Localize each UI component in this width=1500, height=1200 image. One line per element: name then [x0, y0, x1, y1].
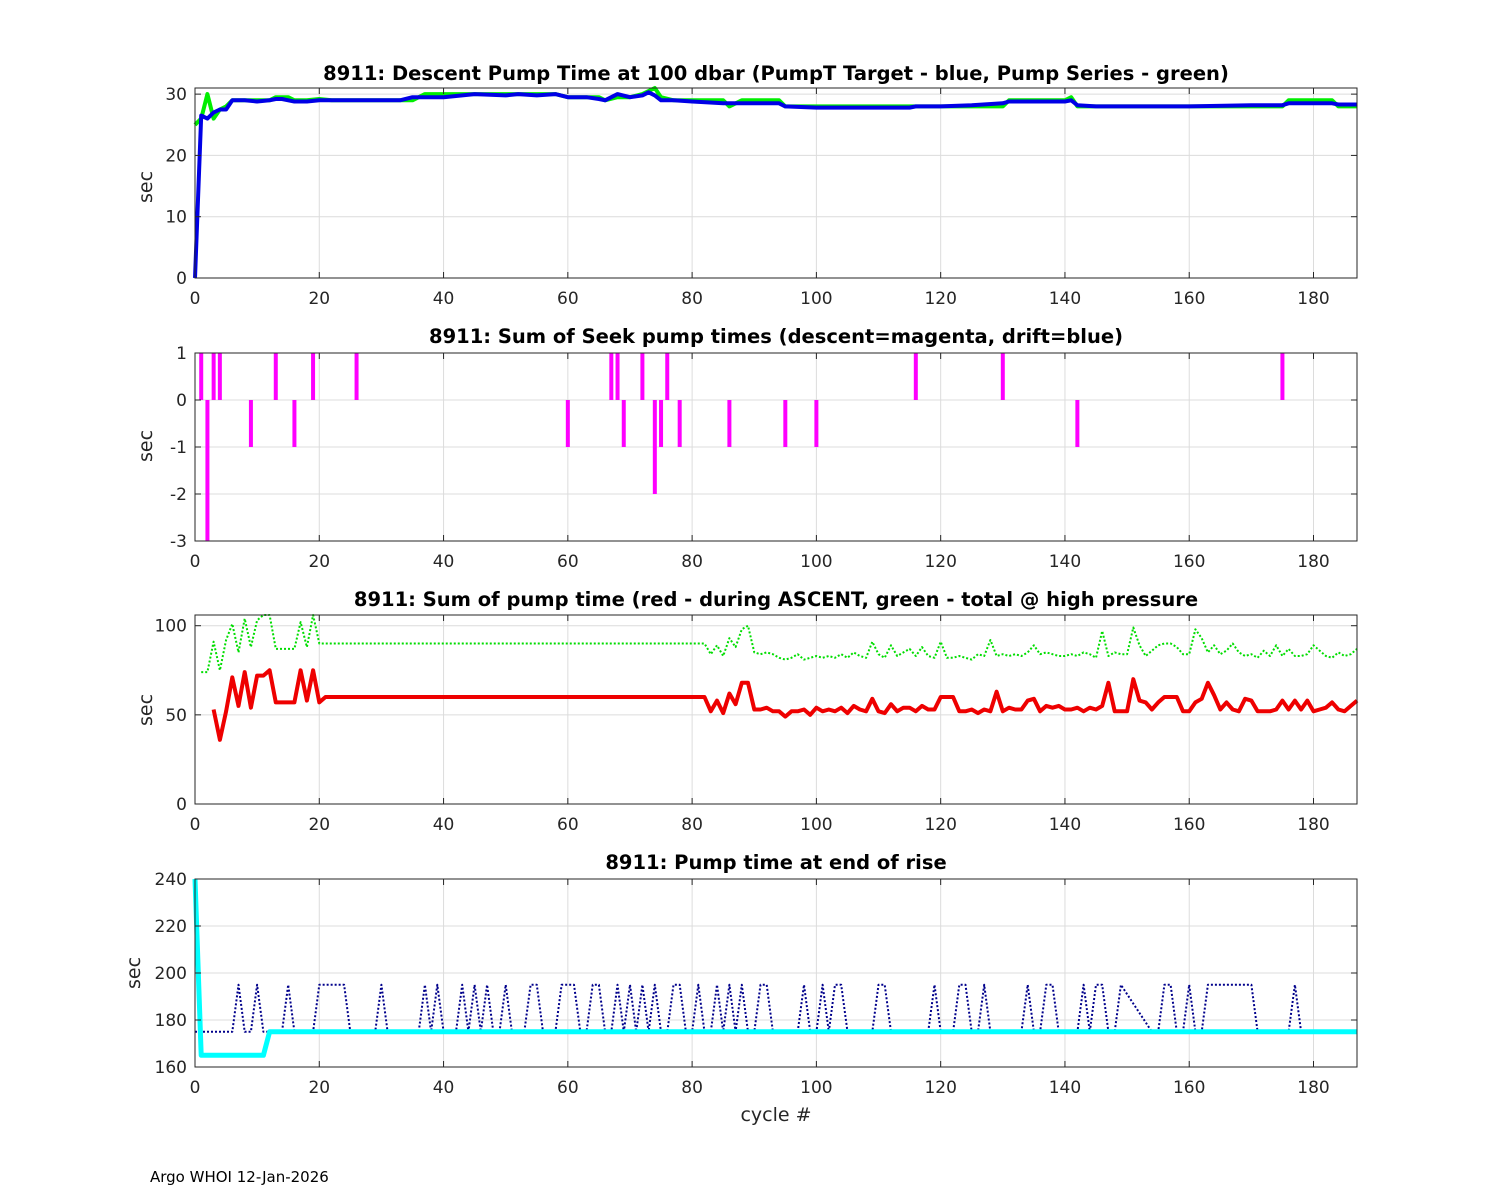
x-tick-label: 80	[681, 289, 703, 309]
x-tick-label: 20	[308, 289, 330, 309]
y-tick-label: -3	[170, 532, 187, 552]
y-tick-label: 160	[155, 1058, 187, 1078]
x-tick-label: 80	[681, 1078, 703, 1098]
x-tick-label: 180	[1297, 1078, 1329, 1098]
x-tick-label: 0	[190, 1078, 201, 1098]
panel-title: 8911: Pump time at end of rise	[605, 851, 946, 874]
plot-data	[201, 614, 1359, 742]
ticks: 0 20 40 60 80 100 120 140 160 180 -3 -2 -1 0 1	[170, 344, 1357, 572]
panel-title: 8911: Sum of pump time (red - during ASC…	[354, 588, 1198, 611]
ticks: 0 20 40 60 80 100 120 140 160 180 0 10 20 30	[165, 85, 1357, 309]
y-tick-label: 240	[155, 870, 187, 890]
panel-title: 8911: Descent Pump Time at 100 dbar (Pum…	[323, 62, 1229, 85]
y-tick-label: 220	[155, 917, 187, 937]
x-tick-label: 20	[308, 815, 330, 835]
y-tick-label: 50	[165, 706, 187, 726]
descent-pump-time-panel: 8911: Descent Pump Time at 100 dbar (Pum…	[135, 62, 1358, 309]
x-tick-label: 40	[433, 815, 455, 835]
series-line	[201, 614, 1358, 674]
seek-pump-times-panel: 8911: Sum of Seek pump times (descent=ma…	[135, 325, 1358, 572]
x-tick-label: 180	[1297, 552, 1329, 572]
y-tick-label: 0	[176, 269, 187, 289]
x-tick-label: 60	[557, 1078, 579, 1098]
x-tick-label: 20	[308, 552, 330, 572]
y-axis-label: sec	[135, 430, 157, 462]
x-tick-label: 140	[1049, 289, 1081, 309]
ticks: 0 20 40 60 80 100 120 140 160 180 160 180 200 220 240	[155, 870, 1357, 1098]
y-tick-label: 0	[176, 391, 187, 411]
y-tick-label: 10	[165, 208, 187, 228]
x-tick-label: 60	[557, 552, 579, 572]
ascent-pump-time-panel: 8911: Sum of pump time (red - during ASC…	[135, 588, 1359, 835]
x-tick-label: 100	[800, 552, 832, 572]
x-tick-label: 80	[681, 552, 703, 572]
x-tick-label: 140	[1049, 815, 1081, 835]
y-tick-label: 0	[176, 795, 187, 815]
x-tick-label: 40	[433, 552, 455, 572]
x-tick-label: 40	[433, 289, 455, 309]
y-tick-label: 30	[165, 85, 187, 105]
x-tick-label: 160	[1173, 815, 1205, 835]
x-tick-label: 160	[1173, 1078, 1205, 1098]
x-tick-label: 120	[924, 552, 956, 572]
x-tick-label: 100	[800, 289, 832, 309]
y-tick-label: 1	[176, 344, 187, 364]
series-line	[195, 983, 1303, 1033]
series-line	[193, 90, 1357, 279]
x-tick-label: 140	[1049, 1078, 1081, 1098]
x-tick-label: 0	[190, 815, 201, 835]
panel-title: 8911: Sum of Seek pump times (descent=ma…	[429, 325, 1123, 348]
y-axis-label: sec	[135, 694, 157, 726]
series-line	[211, 668, 1359, 742]
x-tick-label: 140	[1049, 552, 1081, 572]
footer-credit: Argo WHOI 12-Jan-2026	[150, 1168, 329, 1186]
x-tick-label: 160	[1173, 552, 1205, 572]
x-tick-label: 0	[190, 289, 201, 309]
x-tick-label: 100	[800, 815, 832, 835]
x-tick-label: 120	[924, 1078, 956, 1098]
x-tick-label: 80	[681, 815, 703, 835]
x-tick-label: 180	[1297, 289, 1329, 309]
series-line	[192, 878, 1357, 1058]
axes-frame	[194, 614, 1358, 805]
y-tick-label: -2	[170, 485, 187, 505]
x-tick-label: 180	[1297, 815, 1329, 835]
y-axis-label: sec	[135, 171, 157, 203]
x-tick-label: 0	[190, 552, 201, 572]
y-tick-label: 180	[155, 1011, 187, 1031]
x-tick-label: 160	[1173, 289, 1205, 309]
ticks: 0 20 40 60 80 100 120 140 160 180 0 50 100	[155, 615, 1357, 835]
plot-data	[193, 86, 1357, 279]
y-tick-label: 20	[165, 146, 187, 166]
plot-data	[192, 878, 1357, 1058]
x-axis-label: cycle #	[740, 1104, 811, 1126]
plot-data	[199, 353, 1285, 541]
y-tick-label: 100	[155, 617, 187, 637]
x-tick-label: 120	[924, 289, 956, 309]
x-tick-label: 120	[924, 815, 956, 835]
x-tick-label: 60	[557, 815, 579, 835]
x-tick-label: 20	[308, 1078, 330, 1098]
y-axis-label: sec	[123, 957, 145, 989]
axes-frame	[194, 87, 1358, 279]
x-tick-label: 100	[800, 1078, 832, 1098]
y-tick-label: -1	[170, 438, 187, 458]
x-tick-label: 40	[433, 1078, 455, 1098]
y-tick-label: 200	[155, 964, 187, 984]
end-of-rise-pump-time-panel: 8911: Pump time at end of rise sec cycle…	[123, 851, 1358, 1126]
x-tick-label: 60	[557, 289, 579, 309]
